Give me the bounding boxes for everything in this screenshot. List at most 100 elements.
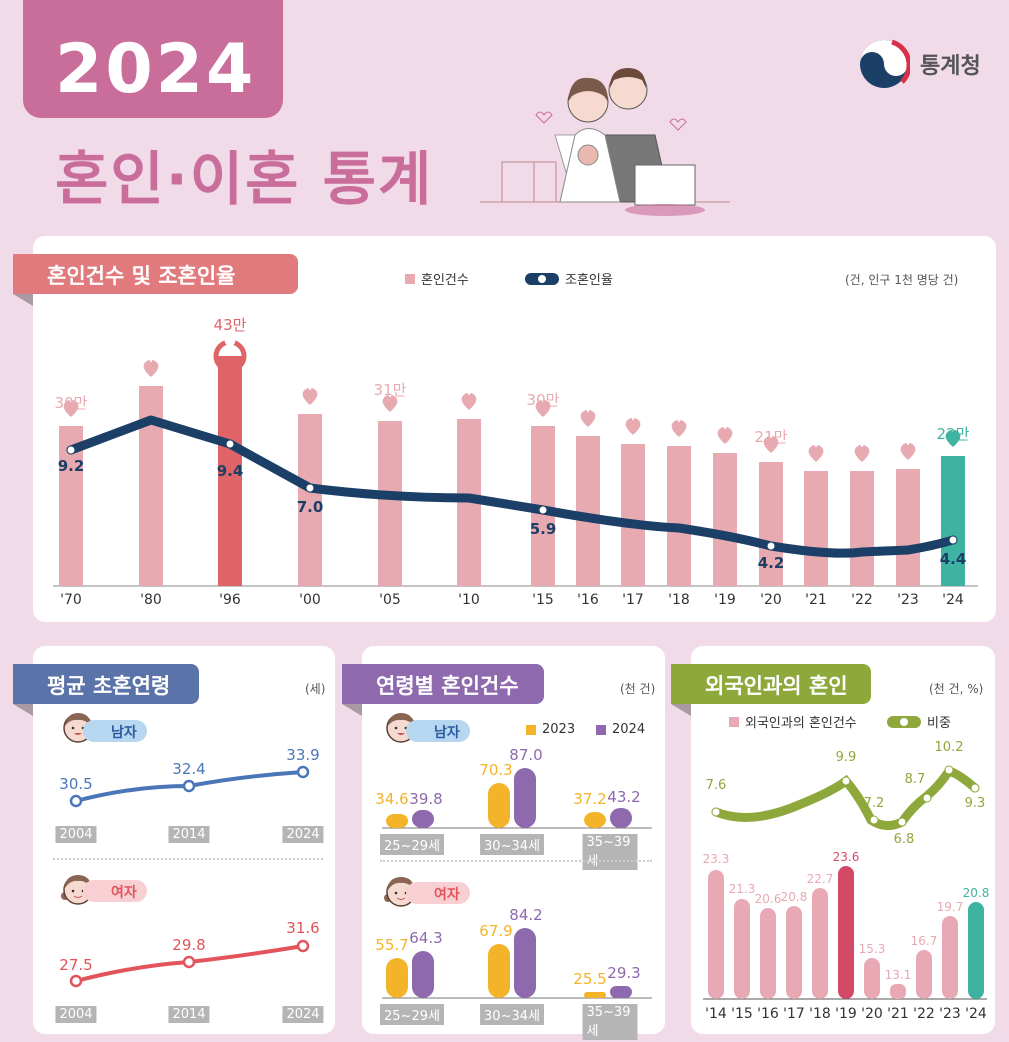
bar-label: 15.3 xyxy=(858,942,886,956)
marriage-bars xyxy=(59,356,965,586)
male-age-label: 33.9 xyxy=(286,746,320,764)
first-marriage-age-panel: 평균 초혼연령 (세) 남자 30.5 32.4 33.9 2004 2014 … xyxy=(13,646,335,1034)
bar-label: 20.8 xyxy=(962,886,990,900)
x-tick: '23 xyxy=(897,592,919,608)
legend-label: 혼인건수 xyxy=(421,273,469,288)
bar-label: 16.7 xyxy=(910,934,938,948)
x-tick: '15 xyxy=(731,1006,753,1022)
rate-label: 4.4 xyxy=(939,550,967,568)
legend-swatch-pink xyxy=(405,273,415,284)
legend-line: 조혼인율 xyxy=(525,269,613,288)
x-tick: '16 xyxy=(757,1006,779,1022)
year-badge: 2024 xyxy=(23,0,283,118)
x-tick: '22 xyxy=(913,1006,935,1022)
bar-label: 30만 xyxy=(526,391,560,409)
marriage-count-panel: 혼인건수 및 조혼인율 혼인건수 조혼인율 (건, 인구 1천 명당 건) xyxy=(13,236,996,622)
x-tick: '18 xyxy=(668,592,690,608)
bar-label: 87.0 xyxy=(509,746,543,764)
bar-label: 67.9 xyxy=(479,922,513,940)
divider xyxy=(380,860,652,862)
bar-label: 31만 xyxy=(373,381,407,399)
x-tick: '70 xyxy=(60,592,82,608)
page-title: 혼인·이혼 통계 xyxy=(55,145,434,213)
bar-label: 70.3 xyxy=(479,761,513,779)
legend-swatch-yellow xyxy=(526,724,536,735)
bar-label: 21만 xyxy=(754,428,788,446)
legend-label: 외국인과의 혼인건수 xyxy=(745,716,857,731)
agency-logo: 통계청 xyxy=(858,38,981,90)
legend-label: 2023 xyxy=(542,722,576,737)
age-tag: 30~34세 xyxy=(480,1004,544,1025)
bar-label: 29.3 xyxy=(607,964,641,982)
x-tick: '16 xyxy=(577,592,599,608)
year-tag: 2014 xyxy=(168,1006,210,1023)
year-tag: 2004 xyxy=(55,826,97,843)
age-tag: 30~34세 xyxy=(480,834,544,855)
legend-line-icon xyxy=(525,272,559,285)
panel-title: 외국인과의 혼인 xyxy=(671,664,871,716)
age-tag: 35~39세 xyxy=(582,834,638,870)
female-tag: 여자 xyxy=(406,882,470,904)
wedding-couple-illustration xyxy=(480,68,730,216)
legend-2024: 2024 xyxy=(596,722,645,737)
bar-label: 64.3 xyxy=(409,929,443,947)
legend-bars: 혼인건수 xyxy=(405,269,469,288)
x-tick: '22 xyxy=(851,592,873,608)
bar-label: 23.3 xyxy=(702,852,730,866)
bar-label: 30만 xyxy=(54,394,88,412)
x-tick: '24 xyxy=(942,592,964,608)
x-tick: '15 xyxy=(532,592,554,608)
panel-title: 연령별 혼인건수 xyxy=(342,664,544,716)
year-text: 2024 xyxy=(55,30,257,109)
legend-bars: 외국인과의 혼인건수 xyxy=(729,712,857,731)
female-age-label: 31.6 xyxy=(286,919,320,937)
legend-swatch-pink xyxy=(729,716,739,727)
bar-label: 39.8 xyxy=(409,790,443,808)
rate-label: 9.4 xyxy=(216,462,244,480)
unit-label: (천 건) xyxy=(620,682,656,696)
male-age-label: 32.4 xyxy=(172,760,206,778)
x-tick: '17 xyxy=(783,1006,805,1022)
x-tick: '24 xyxy=(965,1006,987,1022)
agency-name: 통계청 xyxy=(920,54,981,79)
share-label: 9.9 xyxy=(835,750,857,765)
x-tick: '80 xyxy=(140,592,162,608)
unit-label: (건, 인구 1천 명당 건) xyxy=(845,273,959,287)
year-tag: 2014 xyxy=(168,826,210,843)
bar-label: 34.6 xyxy=(375,790,409,808)
female-age-label: 27.5 xyxy=(59,956,93,974)
x-tick: '96 xyxy=(219,592,241,608)
share-label: 7.2 xyxy=(863,796,885,811)
age-bars xyxy=(382,768,652,999)
male-tag: 남자 xyxy=(83,720,147,742)
foreign-marriage-panel: 외국인과의 혼인 (천 건, %) 외국인과의 혼인건수 비중 7.6 9.9 … xyxy=(671,646,995,1034)
x-tick: '00 xyxy=(299,592,321,608)
divider xyxy=(53,858,323,860)
rate-line xyxy=(66,415,958,558)
marriage-chart xyxy=(53,337,978,587)
x-tick: '20 xyxy=(760,592,782,608)
share-label: 6.8 xyxy=(893,832,915,847)
female-age-label: 29.8 xyxy=(172,936,206,954)
heart-icons xyxy=(62,358,962,464)
year-tag: 2004 xyxy=(55,1006,97,1023)
x-tick: '05 xyxy=(379,592,401,608)
x-tick: '17 xyxy=(622,592,644,608)
female-tag: 여자 xyxy=(83,880,147,902)
legend-label: 조혼인율 xyxy=(565,273,613,288)
x-tick: '18 xyxy=(809,1006,831,1022)
x-tick: '21 xyxy=(805,592,827,608)
bar-label: 13.1 xyxy=(884,968,912,982)
bar-label: 55.7 xyxy=(375,936,409,954)
foreign-chart xyxy=(703,765,987,1000)
bar-label: 22.7 xyxy=(806,872,834,886)
unit-label: (세) xyxy=(305,682,326,696)
share-label: 10.2 xyxy=(934,740,964,755)
panel-title: 평균 초혼연령 xyxy=(13,664,199,716)
bar-label: 37.2 xyxy=(573,790,607,808)
share-label: 8.7 xyxy=(904,772,926,787)
legend-label: 비중 xyxy=(927,716,951,731)
taeguk-logo-icon xyxy=(860,39,910,88)
x-tick: '19 xyxy=(714,592,736,608)
age-tag: 35~39세 xyxy=(582,1004,638,1040)
